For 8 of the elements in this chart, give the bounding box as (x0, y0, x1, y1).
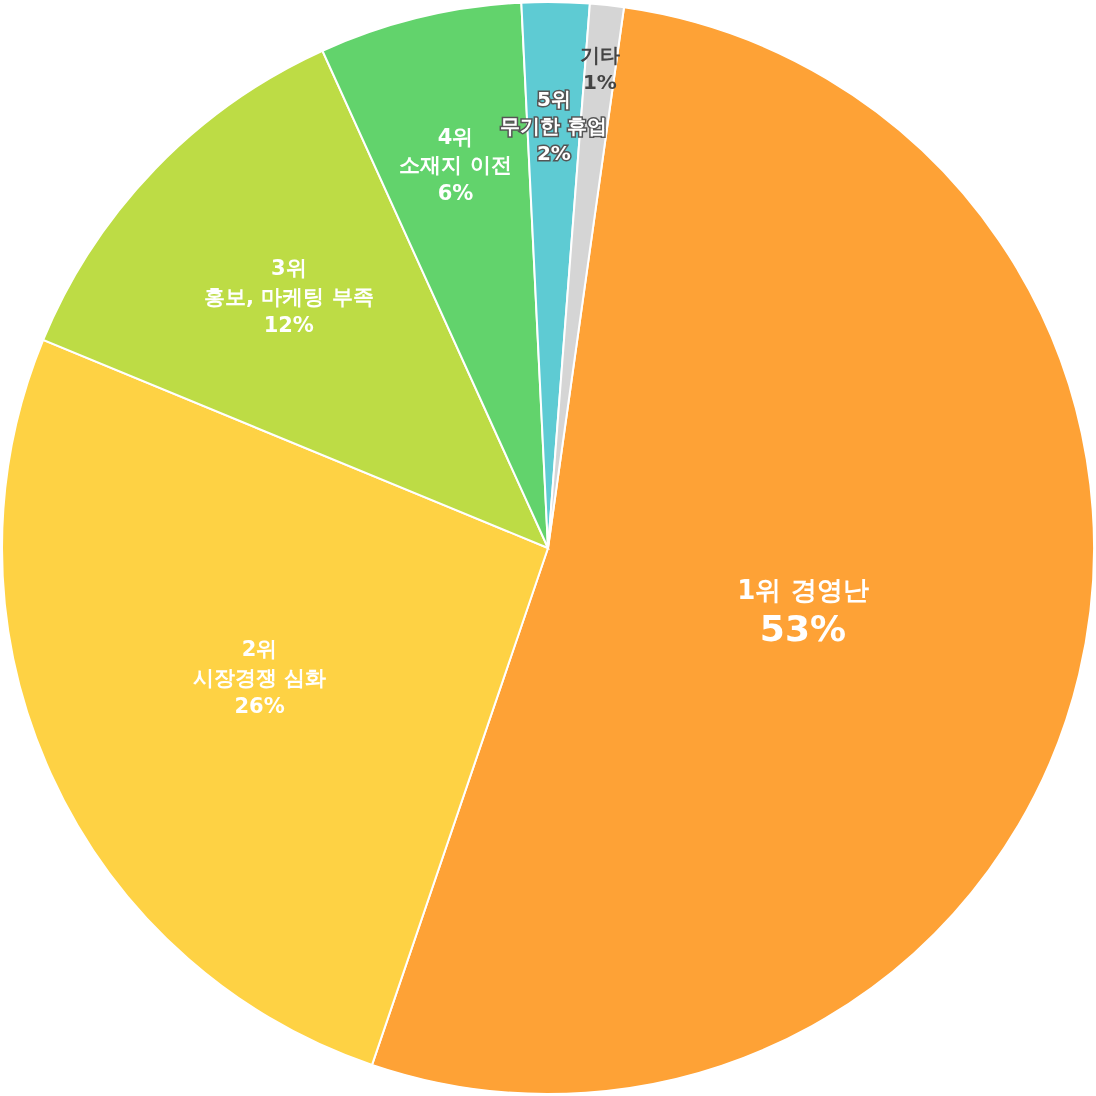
data-label: 6% (437, 181, 474, 206)
slice-label: 2위 시장경쟁 심화 (192, 637, 327, 690)
data-label: 2% (536, 141, 571, 166)
data-label: 53% (759, 608, 847, 650)
data-label: 12% (263, 313, 314, 338)
data-label: 26% (234, 694, 285, 719)
slice-label: 1위 경영난 (737, 574, 869, 605)
slice-label: 3위 홍보, 마케팅 부족 (203, 256, 374, 309)
